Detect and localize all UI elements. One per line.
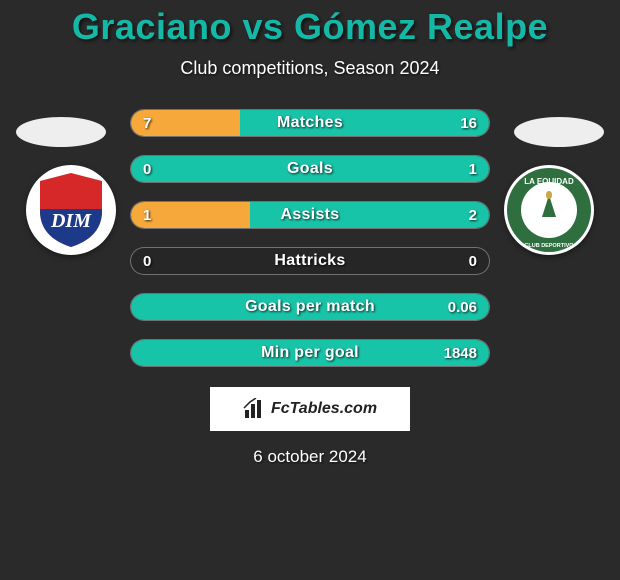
badge-text-left: DIM bbox=[50, 210, 92, 232]
stat-row: 12Assists bbox=[130, 201, 490, 229]
stat-label: Goals per match bbox=[131, 294, 489, 320]
attribution-text: FcTables.com bbox=[271, 400, 377, 418]
club-badge-left: DIM bbox=[26, 165, 116, 255]
stat-row: 01Goals bbox=[130, 155, 490, 183]
stats-list: 716Matches 01Goals 12Assists 00Hattricks 0.0… bbox=[130, 109, 490, 367]
stat-row: 1848Min per goal bbox=[130, 339, 490, 367]
date-text: 6 october 2024 bbox=[0, 447, 620, 467]
subtitle: Club competitions, Season 2024 bbox=[0, 58, 620, 79]
club-badge-right: LA EQUIDAD CLUB DEPORTIVO bbox=[504, 165, 594, 255]
stat-label: Min per goal bbox=[131, 340, 489, 366]
stat-row: 0.06Goals per match bbox=[130, 293, 490, 321]
main-area: DIM LA EQUIDAD CLUB DEPORTIVO 716Matches… bbox=[0, 109, 620, 467]
badge-arc-text: LA EQUIDAD bbox=[524, 177, 574, 186]
badge-sub-text: CLUB DEPORTIVO bbox=[524, 243, 574, 249]
player-photo-placeholder-right bbox=[514, 117, 604, 147]
stat-label: Goals bbox=[131, 156, 489, 182]
stat-row: 00Hattricks bbox=[130, 247, 490, 275]
bars-icon bbox=[243, 398, 265, 420]
player-photo-placeholder-left bbox=[16, 117, 106, 147]
attribution-badge: FcTables.com bbox=[210, 387, 410, 431]
stat-label: Matches bbox=[131, 110, 489, 136]
stat-label: Assists bbox=[131, 202, 489, 228]
club-badge-icon: LA EQUIDAD CLUB DEPORTIVO bbox=[506, 167, 592, 253]
stat-row: 716Matches bbox=[130, 109, 490, 137]
comparison-card: Graciano vs Gómez Realpe Club competitio… bbox=[0, 0, 620, 467]
shield-icon: DIM bbox=[36, 171, 106, 249]
stat-label: Hattricks bbox=[131, 248, 489, 274]
page-title: Graciano vs Gómez Realpe bbox=[0, 6, 620, 48]
